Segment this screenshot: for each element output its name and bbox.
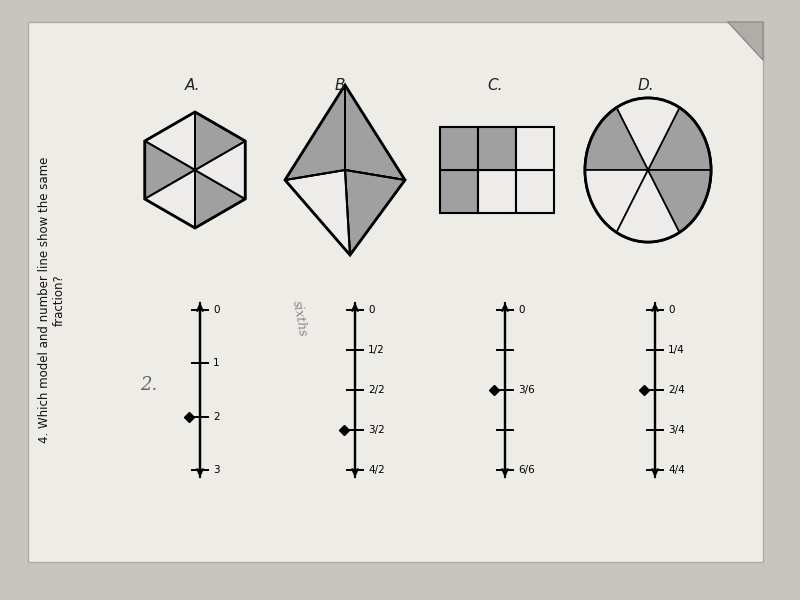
Polygon shape [648,107,711,170]
Text: 0: 0 [518,305,525,315]
Text: 1: 1 [213,358,220,368]
Text: 2/2: 2/2 [368,385,385,395]
Text: 2.: 2. [140,376,158,394]
Bar [516,127,554,170]
Bar [516,170,554,213]
Polygon shape [195,141,246,199]
Text: 4/2: 4/2 [368,465,385,475]
Polygon shape [195,170,246,228]
Polygon shape [285,170,350,255]
Text: 0: 0 [213,305,219,315]
Polygon shape [617,170,679,242]
Text: A.: A. [185,78,201,93]
Polygon shape [345,85,405,180]
Polygon shape [285,85,345,180]
Polygon shape [728,22,763,60]
Text: 1/4: 1/4 [668,345,685,355]
Text: 4/4: 4/4 [668,465,685,475]
Bar [478,170,516,213]
Text: 2: 2 [213,412,220,422]
Polygon shape [145,112,195,170]
Ellipse shape [585,98,711,242]
Text: 6/6: 6/6 [518,465,534,475]
Text: 3/4: 3/4 [668,425,685,435]
Text: C.: C. [487,78,502,93]
Text: 4. Which model and number line show the same
fraction?: 4. Which model and number line show the … [38,157,66,443]
Bar [478,127,516,170]
Text: 3/2: 3/2 [368,425,385,435]
Polygon shape [585,170,648,232]
Text: sixths: sixths [290,299,309,338]
Polygon shape [145,170,195,228]
Text: B.: B. [335,78,350,93]
Text: 2/4: 2/4 [668,385,685,395]
Polygon shape [345,170,405,255]
Text: 0: 0 [668,305,674,315]
FancyBboxPatch shape [28,22,763,562]
Text: 3/6: 3/6 [518,385,534,395]
Text: 0: 0 [368,305,374,315]
Text: 1/2: 1/2 [368,345,385,355]
Bar [440,127,478,170]
Polygon shape [145,141,195,199]
Polygon shape [195,112,246,170]
Bar [440,170,478,213]
Polygon shape [585,107,648,170]
Polygon shape [648,170,711,232]
Text: 3: 3 [213,465,220,475]
Text: D.: D. [638,78,654,93]
Polygon shape [617,98,679,170]
